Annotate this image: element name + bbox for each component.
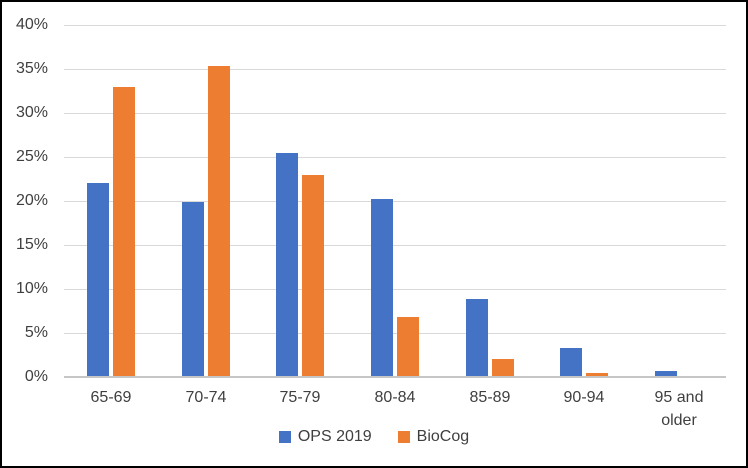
bar-biocog-90-94 [586, 373, 608, 377]
y-axis-tick-label: 35% [15, 60, 48, 77]
bar-biocog-70-74 [208, 66, 230, 377]
bar-ops-2019-75-79 [276, 153, 298, 377]
x-axis-tick-label: 85-89 [469, 389, 511, 406]
bar-ops-2019-85-89 [466, 299, 488, 377]
y-axis-tick-label: 15% [15, 236, 48, 253]
x-axis-tick-label: 95 and older [654, 389, 704, 430]
bar-biocog-75-79 [302, 175, 324, 377]
legend-label: OPS 2019 [297, 428, 372, 445]
bar-ops-2019-70-74 [182, 202, 204, 377]
gridline [64, 200, 726, 202]
gridline [64, 156, 726, 158]
x-axis-tick-label: 75-79 [279, 389, 321, 406]
x-axis-tick-label: 90-94 [563, 389, 605, 406]
bar-biocog-65-69 [113, 87, 135, 377]
y-axis-tick-label: 40% [15, 16, 48, 33]
y-axis-tick-label: 5% [24, 324, 48, 341]
y-axis-tick-label: 0% [24, 368, 48, 385]
x-axis-line [64, 376, 726, 378]
legend-label: BioCog [416, 428, 470, 445]
bar-ops-2019-95-and-older [655, 371, 677, 377]
x-axis-tick-label: 70-74 [185, 389, 227, 406]
y-axis-tick-label: 25% [15, 148, 48, 165]
bar-biocog-85-89 [492, 359, 514, 377]
y-axis-tick-label: 10% [15, 280, 48, 297]
legend-item-biocog: BioCog [397, 428, 470, 446]
y-axis-tick-label: 20% [15, 192, 48, 209]
y-axis-tick-label: 30% [15, 104, 48, 121]
bar-ops-2019-80-84 [371, 199, 393, 377]
legend-swatch-icon [278, 431, 291, 443]
bar-ops-2019-65-69 [87, 183, 109, 377]
gridline [64, 288, 726, 290]
gridline [64, 112, 726, 114]
bar-biocog-80-84 [397, 317, 419, 377]
legend-item-ops-2019: OPS 2019 [278, 428, 372, 446]
x-axis-tick-label: 65-69 [90, 389, 132, 406]
gridline [64, 244, 726, 246]
gridline [64, 24, 726, 26]
x-axis-tick-label: 80-84 [374, 389, 416, 406]
gridline [64, 68, 726, 70]
bar-ops-2019-90-94 [560, 348, 582, 377]
chart-legend: OPS 2019 BioCog [2, 428, 746, 446]
legend-swatch-icon [397, 431, 410, 443]
gridline [64, 332, 726, 334]
